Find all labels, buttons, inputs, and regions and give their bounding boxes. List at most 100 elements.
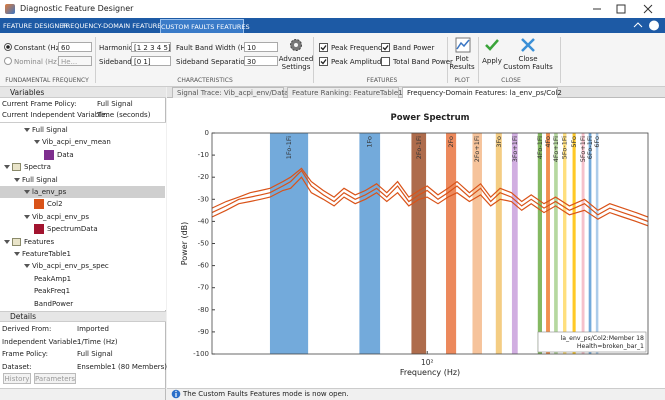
tree-item[interactable]: FeatureTable1 xyxy=(22,250,72,258)
ribbon-tab[interactable]: CUSTOM FAULTS FEATURES xyxy=(160,19,250,33)
ribbon-tab[interactable]: FREQUENCY-DOMAIN FEATURES xyxy=(62,22,166,30)
tree-item[interactable]: Data xyxy=(57,150,74,159)
close-custom-faults-button[interactable]: Custom Faults xyxy=(503,63,553,71)
tree-expander xyxy=(14,252,20,256)
close-custom-faults-button[interactable]: Close xyxy=(518,55,538,63)
checkbox-label[interactable]: Total Band Power xyxy=(393,58,453,66)
checkbox-box xyxy=(381,43,390,52)
tree-item[interactable]: SpectrumData xyxy=(47,225,98,234)
legend-box xyxy=(537,331,647,353)
fault-band xyxy=(572,133,576,354)
text-field[interactable]: He... xyxy=(58,56,92,66)
fault-band xyxy=(537,133,543,354)
legend-text: Health=broken_bar_1 xyxy=(577,343,644,350)
close-x xyxy=(521,38,535,52)
checkbox-box xyxy=(381,57,390,66)
checkbox-label[interactable]: Peak Frequency xyxy=(331,44,387,52)
expander-arrow xyxy=(14,177,20,182)
ribbon xyxy=(0,33,665,87)
info-value: Full Signal xyxy=(97,100,133,108)
tree-expander xyxy=(14,177,20,182)
field-label: Sidebands xyxy=(99,58,136,66)
tree-item[interactable]: Spectra xyxy=(24,163,51,172)
y-tick-label: -80 xyxy=(198,306,209,314)
document-tab[interactable]: Feature Ranking: FeatureTable1 xyxy=(287,87,403,98)
ribbon-tab[interactable]: FEATURE DESIGNER xyxy=(3,22,68,30)
tree-item[interactable]: Vib_acpi_env_mean xyxy=(42,138,111,147)
advanced-settings-button[interactable]: Advanced xyxy=(278,55,314,63)
document-tab[interactable]: Signal Trace: Vib_acpi_env/Data xyxy=(172,87,288,98)
fault-band xyxy=(269,133,309,354)
x-axis-label: Frequency (Hz) xyxy=(400,368,460,377)
fault-band xyxy=(554,133,558,354)
advanced-settings-icon xyxy=(290,39,302,51)
icon-line xyxy=(456,39,470,50)
fault-band xyxy=(588,133,592,354)
band-label: 4Fo+1Fi xyxy=(552,136,560,162)
expander-arrow xyxy=(4,165,10,170)
ribbon-separator xyxy=(95,37,96,83)
y-tick-label: -20 xyxy=(198,173,209,181)
apply-icon xyxy=(485,39,499,51)
tree-item[interactable]: Full Signal xyxy=(32,126,68,134)
tree-item[interactable]: Features xyxy=(24,237,55,246)
field-label: Nominal (Hz) xyxy=(14,58,60,66)
close-icon xyxy=(643,4,653,14)
panel-title: Variables xyxy=(10,88,45,97)
checkbox-box xyxy=(319,43,328,52)
y-tick-label: -70 xyxy=(198,284,209,292)
window-title: Diagnostic Feature Designer xyxy=(20,4,134,13)
spectrum-line xyxy=(212,176,648,227)
apply-button[interactable]: Apply xyxy=(482,57,502,65)
info-label: Current Frame Policy: xyxy=(2,100,77,108)
radio-buttons xyxy=(4,43,12,65)
text-field[interactable]: 30 xyxy=(244,56,278,66)
expander-arrow xyxy=(24,264,30,269)
tree-item[interactable]: la_env_ps xyxy=(32,188,67,196)
detail-value: 1/Time (Hz) xyxy=(77,337,118,346)
tree-item[interactable]: Vib_acpi_env_ps xyxy=(32,212,90,221)
text-field[interactable]: [0 1] xyxy=(131,56,171,66)
fault-band xyxy=(495,133,502,354)
text-field[interactable]: 10 xyxy=(244,42,278,52)
tree-expander xyxy=(24,128,30,132)
detail-button[interactable]: History xyxy=(3,373,31,384)
group-label: FEATURES xyxy=(366,77,398,84)
fault-band xyxy=(446,133,457,354)
expand-icon xyxy=(633,22,643,28)
tree-item[interactable]: BandPower xyxy=(34,299,74,308)
radio-dot xyxy=(6,45,10,49)
field-label: Fault Band Width (Hz) xyxy=(176,44,253,52)
close-icon xyxy=(521,38,535,52)
tree-item[interactable]: Vib_acpi_env_ps_spec xyxy=(32,262,109,271)
plot-results-button[interactable]: Results xyxy=(449,63,475,71)
tree-icon xyxy=(12,237,21,246)
text-field[interactable]: 60 xyxy=(58,42,92,52)
x-tick-label: 10² xyxy=(421,358,434,367)
expander-arrow xyxy=(14,252,20,256)
plot-title: Power Spectrum xyxy=(390,113,469,123)
tree-item[interactable]: PeakFreq1 xyxy=(34,287,71,296)
checkbox-label[interactable]: Peak Amplitude xyxy=(331,58,386,66)
tree-expander xyxy=(24,190,30,194)
text-field[interactable]: [1 2 3 4 5] xyxy=(131,42,171,52)
detail-button[interactable]: Parameters xyxy=(34,373,76,384)
ribbon-separator xyxy=(447,37,448,83)
advanced-settings-button[interactable]: Settings xyxy=(281,63,311,71)
detail-label: Dataset: xyxy=(2,362,32,371)
info-label: Current Independent Variable: xyxy=(2,111,108,119)
checkbox-label[interactable]: Band Power xyxy=(393,44,435,52)
tree-item[interactable]: PeakAmp1 xyxy=(34,274,72,283)
tree-item[interactable]: Full Signal xyxy=(22,175,58,184)
y-axis-label: Power (dB) xyxy=(180,222,189,266)
group-label: CHARACTERISTICS xyxy=(177,77,233,84)
tree-item[interactable]: Col2 xyxy=(47,200,63,209)
band-label: 6Fo xyxy=(593,136,601,148)
status-message: The Custom Faults Features mode is now o… xyxy=(183,390,349,398)
plot-results-button[interactable]: Plot xyxy=(455,55,469,63)
left-status xyxy=(0,388,166,400)
ribbon-separator xyxy=(478,37,479,83)
spectrum-line xyxy=(212,169,648,222)
document-tab[interactable]: Frequency-Domain Features: la_env_ps/Col… xyxy=(402,87,562,98)
